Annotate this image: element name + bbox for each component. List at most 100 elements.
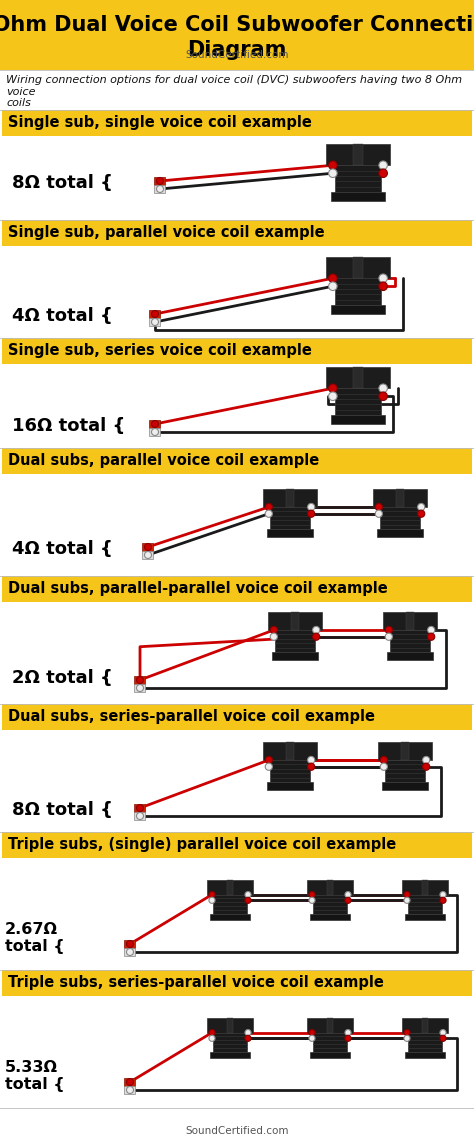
Bar xyxy=(353,368,363,388)
Bar xyxy=(143,550,154,558)
Circle shape xyxy=(127,1086,134,1094)
Circle shape xyxy=(312,633,320,641)
Circle shape xyxy=(418,504,425,510)
Circle shape xyxy=(345,898,351,903)
Circle shape xyxy=(137,684,144,692)
Circle shape xyxy=(379,274,387,282)
Bar xyxy=(270,759,310,782)
Circle shape xyxy=(156,177,164,185)
Bar xyxy=(263,742,317,759)
Bar xyxy=(2,448,472,474)
Text: 16Ω total {: 16Ω total { xyxy=(12,417,126,435)
Bar xyxy=(373,490,427,507)
Bar xyxy=(2,338,472,364)
Circle shape xyxy=(309,1036,315,1042)
Circle shape xyxy=(379,161,387,169)
Text: 4Ω total {: 4Ω total { xyxy=(12,307,113,325)
Circle shape xyxy=(309,898,315,903)
Circle shape xyxy=(345,1036,351,1042)
Text: Triple subs, series-parallel voice coil example: Triple subs, series-parallel voice coil … xyxy=(8,975,384,990)
Bar xyxy=(326,144,390,166)
Bar xyxy=(387,652,433,660)
Circle shape xyxy=(308,756,315,764)
Bar xyxy=(409,1032,442,1052)
Bar xyxy=(382,782,428,790)
Circle shape xyxy=(152,420,158,427)
Circle shape xyxy=(137,804,144,812)
Bar xyxy=(270,507,310,530)
Circle shape xyxy=(265,756,273,764)
Circle shape xyxy=(428,633,435,641)
Bar xyxy=(409,894,442,914)
Circle shape xyxy=(379,392,387,401)
Circle shape xyxy=(127,1078,134,1086)
Text: 2.67Ω
total {: 2.67Ω total { xyxy=(5,922,65,955)
Bar xyxy=(310,914,350,920)
Circle shape xyxy=(345,1030,351,1036)
Bar xyxy=(207,879,253,894)
Circle shape xyxy=(423,763,430,771)
Circle shape xyxy=(209,1030,215,1036)
Text: Single sub, parallel voice coil example: Single sub, parallel voice coil example xyxy=(8,225,325,241)
Circle shape xyxy=(209,892,215,898)
Bar xyxy=(2,970,472,996)
Text: SoundCertified.com: SoundCertified.com xyxy=(185,50,289,61)
Circle shape xyxy=(423,756,430,764)
Bar xyxy=(227,1018,233,1032)
Bar xyxy=(385,759,425,782)
Bar xyxy=(326,257,390,279)
Bar xyxy=(330,305,385,314)
Bar xyxy=(335,279,381,305)
Text: SoundCertified.com: SoundCertified.com xyxy=(185,1126,289,1136)
Circle shape xyxy=(440,898,446,903)
Circle shape xyxy=(385,633,392,641)
Text: Dual subs, parallel voice coil example: Dual subs, parallel voice coil example xyxy=(8,453,319,468)
Circle shape xyxy=(404,1030,410,1036)
Circle shape xyxy=(428,627,435,634)
Circle shape xyxy=(328,392,337,401)
Bar xyxy=(353,257,363,279)
Circle shape xyxy=(270,633,277,641)
Bar xyxy=(125,1086,136,1094)
Bar xyxy=(313,894,346,914)
Circle shape xyxy=(328,274,337,282)
Circle shape xyxy=(404,898,410,903)
Bar xyxy=(381,507,419,530)
Bar xyxy=(2,833,472,858)
Circle shape xyxy=(245,898,251,903)
Circle shape xyxy=(270,627,277,634)
Bar xyxy=(405,914,445,920)
Bar xyxy=(326,368,390,388)
Bar xyxy=(263,490,317,507)
Bar xyxy=(406,612,414,630)
Bar xyxy=(421,879,428,894)
Bar xyxy=(401,742,409,759)
Circle shape xyxy=(385,627,392,634)
Circle shape xyxy=(328,161,337,169)
Bar xyxy=(275,630,315,652)
Circle shape xyxy=(380,763,387,771)
Bar xyxy=(149,317,161,325)
Text: 4Ω total {: 4Ω total { xyxy=(12,540,113,558)
Bar xyxy=(378,742,432,759)
Bar xyxy=(267,782,313,790)
Circle shape xyxy=(345,892,351,898)
Bar xyxy=(286,490,294,507)
Text: Single sub, series voice coil example: Single sub, series voice coil example xyxy=(8,344,312,359)
Circle shape xyxy=(309,892,315,898)
Bar xyxy=(135,812,146,820)
Circle shape xyxy=(308,504,315,510)
Bar xyxy=(307,879,353,894)
Circle shape xyxy=(308,763,315,771)
Circle shape xyxy=(127,949,134,956)
Circle shape xyxy=(145,544,152,550)
Bar xyxy=(421,1018,428,1032)
Circle shape xyxy=(440,1036,446,1042)
Circle shape xyxy=(265,763,273,771)
Bar xyxy=(307,1018,353,1032)
Bar xyxy=(391,630,429,652)
Circle shape xyxy=(209,898,215,903)
Text: 8Ω total {: 8Ω total { xyxy=(12,174,113,192)
Text: Wiring connection options for dual voice coil (DVC) subwoofers having two 8 Ohm : Wiring connection options for dual voice… xyxy=(6,75,462,108)
Circle shape xyxy=(328,384,337,393)
